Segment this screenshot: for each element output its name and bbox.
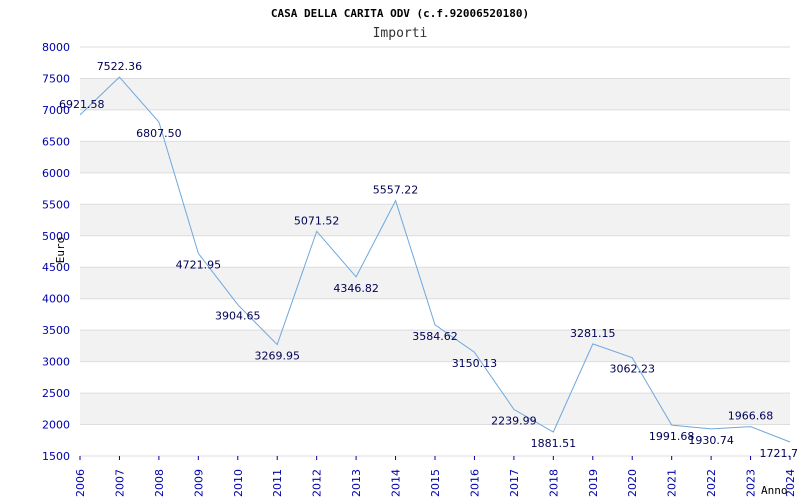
data-label: 1966.68 — [728, 410, 774, 423]
data-label: 1930.74 — [688, 434, 734, 447]
grid-band — [80, 330, 790, 362]
y-tick-label: 1500 — [42, 450, 70, 463]
x-tick-label: 2019 — [587, 469, 600, 497]
y-tick-label: 2500 — [42, 387, 70, 400]
data-label: 1721.7 — [760, 447, 799, 460]
y-tick-label: 3000 — [42, 356, 70, 369]
data-label: 6807.50 — [136, 127, 182, 140]
grid-band — [80, 267, 790, 299]
grid-band — [80, 78, 790, 110]
data-label: 7522.36 — [97, 60, 143, 73]
gridlines — [80, 46, 790, 457]
x-tick-label: 2007 — [113, 469, 126, 497]
y-tick-label: 7500 — [42, 72, 70, 85]
data-labels: 6921.58 7522.36 6807.50 4721.95 3904.65 3269.… — [59, 60, 798, 460]
data-label: 3150.13 — [452, 357, 498, 370]
x-tick-label: 2015 — [429, 469, 442, 497]
x-tick-label: 2018 — [547, 469, 560, 497]
x-tick-label: 2008 — [153, 469, 166, 497]
y-axis-label: Euro — [54, 237, 67, 264]
data-label: 3584.62 — [412, 330, 458, 343]
data-label: 5557.22 — [373, 184, 419, 197]
grid-band — [80, 204, 790, 236]
x-axis-ticks: 2006 2007 2008 2009 2010 2011 2012 2013 2014 2015… — [74, 456, 797, 497]
data-label: 3269.95 — [254, 350, 300, 363]
y-tick-label: 4500 — [42, 261, 70, 274]
y-tick-label: 5500 — [42, 198, 70, 211]
y-axis-ticks: 1500 2000 2500 3000 3500 4000 4500 5000 5500 6000… — [42, 41, 70, 463]
x-tick-label: 2021 — [666, 469, 679, 497]
x-tick-label: 2020 — [626, 469, 639, 497]
y-tick-label: 2000 — [42, 419, 70, 432]
grid-band — [80, 393, 790, 425]
chart-title: CASA DELLA CARITA ODV (c.f.92006520180) — [271, 7, 529, 20]
y-tick-label: 7000 — [42, 104, 70, 117]
data-label: 3904.65 — [215, 310, 261, 323]
x-tick-label: 2009 — [192, 469, 205, 497]
data-label: 4346.82 — [333, 282, 379, 295]
y-tick-label: 6000 — [42, 167, 70, 180]
x-tick-label: 2016 — [468, 469, 481, 497]
y-tick-label: 6500 — [42, 135, 70, 148]
data-label: 5071.52 — [294, 214, 340, 227]
x-tick-label: 2022 — [705, 469, 718, 497]
data-label: 3281.15 — [570, 327, 616, 340]
series-line — [79, 76, 791, 443]
x-tick-label: 2011 — [271, 469, 284, 497]
data-label: 4721.95 — [176, 258, 222, 271]
x-tick-label: 2012 — [311, 469, 324, 497]
x-tick-label: 2006 — [74, 469, 87, 497]
chart-subtitle: Importi — [373, 26, 428, 41]
x-axis-label: Anno — [761, 484, 788, 497]
x-tick-label: 2014 — [390, 469, 403, 497]
grid-bands — [80, 78, 790, 425]
data-label: 6921.58 — [59, 98, 105, 111]
data-label: 2239.99 — [491, 414, 537, 427]
y-tick-label: 5000 — [42, 230, 70, 243]
x-tick-label: 2013 — [350, 469, 363, 497]
x-tick-label: 2023 — [745, 469, 758, 497]
x-tick-label: 2017 — [508, 469, 521, 497]
x-tick-label: 2024 — [784, 469, 797, 497]
y-tick-label: 4000 — [42, 293, 70, 306]
grid-band — [80, 141, 790, 173]
data-label: 1991.68 — [649, 430, 695, 443]
y-tick-label: 8000 — [42, 41, 70, 54]
data-label: 3062.23 — [609, 363, 655, 376]
data-label: 1881.51 — [531, 437, 577, 450]
y-tick-label: 3500 — [42, 324, 70, 337]
x-tick-label: 2010 — [232, 469, 245, 497]
